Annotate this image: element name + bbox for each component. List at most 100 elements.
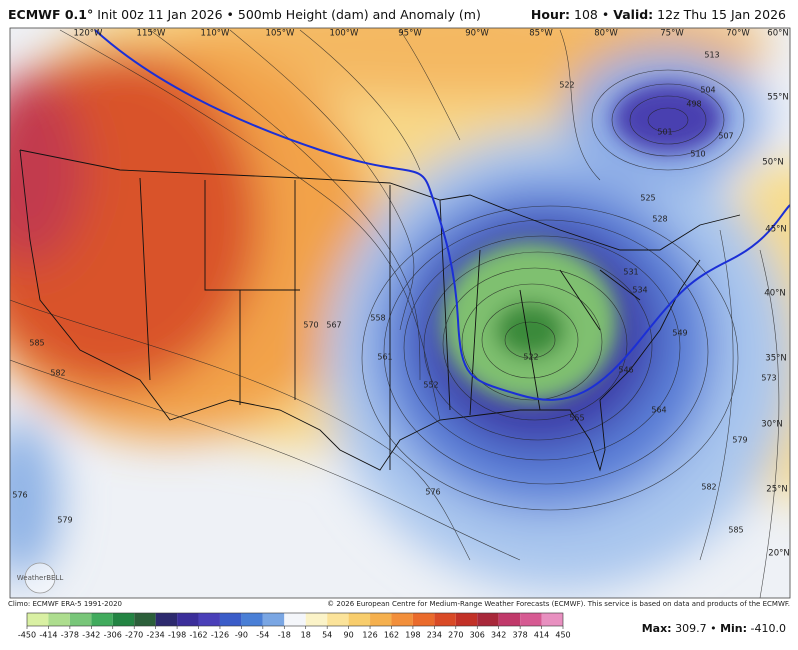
lon-label: 90°W — [465, 29, 489, 39]
colorbar-frame — [26, 612, 564, 627]
colorbar-bin — [348, 613, 371, 626]
colorbar-label: -126 — [211, 631, 229, 640]
max-label: Max: — [641, 622, 672, 635]
header-right: Hour: 108 • Valid: 12z Thu 15 Jan 2026 — [531, 7, 786, 22]
lat-label: 20°N — [768, 549, 789, 559]
lon-label: 110°W — [201, 29, 230, 39]
colorbar-label: -270 — [125, 631, 143, 640]
lon-label: 100°W — [330, 29, 359, 39]
lon-label: 70°W — [726, 29, 750, 39]
contour-label: 573 — [761, 374, 776, 383]
colorbar-bin — [69, 613, 92, 626]
lon-label: 85°W — [529, 29, 553, 39]
lat-label: 40°N — [764, 289, 785, 299]
hour-label: Hour: — [530, 6, 571, 22]
model: ECMWF 0.1° — [8, 6, 94, 22]
copyright: © 2026 European Centre for Medium-Range … — [327, 600, 790, 608]
lon-label: 105°W — [266, 29, 295, 39]
colorbar-label: -198 — [168, 631, 186, 640]
lat-label: 55°N — [767, 93, 788, 103]
contour-label: 552 — [423, 381, 438, 390]
colorbar-label: -90 — [235, 631, 248, 640]
colorbar-label: -378 — [61, 631, 79, 640]
contour-label: 513 — [704, 51, 719, 60]
borders — [19, 149, 741, 472]
colorbar-label: -342 — [82, 631, 100, 640]
contour-label: 522 — [523, 353, 538, 362]
colorbar-label: 342 — [491, 631, 506, 640]
contour-label: 549 — [672, 329, 687, 338]
colorbar-bin — [412, 613, 435, 626]
colorbar-label: -414 — [39, 631, 57, 640]
contour-label: 531 — [623, 268, 638, 277]
contour-label: 525 — [640, 194, 655, 203]
colorbar-bin — [177, 613, 199, 626]
colorbar-label: 126 — [362, 631, 377, 640]
footer: Climo: ECMWF ERA-5 1991-2020 © 2026 Euro… — [8, 600, 790, 608]
contour-label: 579 — [732, 436, 747, 445]
contour-label: 567 — [326, 321, 341, 330]
colorbar-bin — [284, 613, 306, 626]
max: 309.7 • — [675, 622, 717, 635]
colorbar-label: 54 — [322, 631, 332, 640]
lat-label: 35°N — [765, 354, 786, 364]
colorbar-bin — [91, 613, 113, 626]
contour-label: 507 — [718, 132, 733, 141]
contour-label: 570 — [303, 321, 318, 330]
lat-label: 50°N — [762, 158, 783, 168]
contour-label: 582 — [701, 483, 716, 492]
contour-label: 585 — [29, 339, 44, 348]
contour-label: 561 — [377, 353, 392, 362]
longitude-labels: 120°W 115°W 110°W 105°W 100°W 95°W 90°W … — [74, 29, 751, 39]
climo: Climo: ECMWF ERA-5 1991-2020 — [8, 600, 122, 608]
contour-label: 555 — [569, 414, 584, 423]
colorbar-bin — [520, 613, 542, 626]
colorbar-label: -450 — [18, 631, 36, 640]
colorbar-bin — [134, 613, 156, 626]
contour-label: 504 — [700, 86, 715, 95]
contour-label: 564 — [651, 406, 666, 415]
subtitle: Init 00z 11 Jan 2026 • 500mb Height (dam… — [97, 6, 481, 22]
colorbar-label: -54 — [256, 631, 269, 640]
contour-label: 501 — [657, 128, 672, 137]
colorbar-label: 198 — [405, 631, 420, 640]
contour-label: 582 — [50, 369, 65, 378]
colorbar-label: 414 — [534, 631, 549, 640]
colorbar-label: -162 — [189, 631, 207, 640]
colorbar-bin — [455, 613, 478, 626]
colorbar-label: 306 — [470, 631, 485, 640]
colorbar-bin — [498, 613, 521, 626]
colorbar-bin — [370, 613, 392, 626]
contour-540 — [94, 29, 790, 401]
lon-label: 80°W — [594, 29, 618, 39]
colorbar-label: 270 — [448, 631, 463, 640]
contour-labels: 585 582 576 579 570 567 558 561 552 522 … — [12, 51, 776, 535]
colorbar-label: -234 — [147, 631, 165, 640]
colorbar-label: 378 — [512, 631, 527, 640]
colorbar-bin — [155, 613, 178, 626]
colorbar-label: 234 — [427, 631, 442, 640]
colorbar-bin — [241, 613, 263, 626]
logo-mark — [24, 562, 56, 594]
colorbar-bin — [434, 613, 456, 626]
latitude-labels: 60°N 55°N 50°N 45°N 40°N 35°N 30°N 25°N … — [761, 29, 789, 559]
colorbar-bin — [112, 613, 135, 626]
min: -410.0 — [750, 622, 786, 635]
colorbar-bin — [541, 613, 563, 626]
colorbar-bin — [198, 613, 220, 626]
colorbar-label: 18 — [301, 631, 311, 640]
valid-label: Valid: — [613, 6, 654, 22]
contour-label: 510 — [690, 150, 705, 159]
colorbar-bin — [27, 613, 49, 626]
colorbar-bin — [477, 613, 499, 626]
contour-label: 576 — [12, 491, 27, 500]
lat-label: 45°N — [765, 225, 786, 235]
contour-label: 522 — [559, 81, 574, 90]
colorbar-label: -306 — [104, 631, 122, 640]
contour-label: 528 — [652, 215, 667, 224]
colorbar: -450 -414 -378 -342 -306 -270 -234 -198 -162 -126… — [18, 612, 571, 640]
contour-label: 546 — [618, 366, 633, 375]
lon-label: 95°W — [398, 29, 422, 39]
